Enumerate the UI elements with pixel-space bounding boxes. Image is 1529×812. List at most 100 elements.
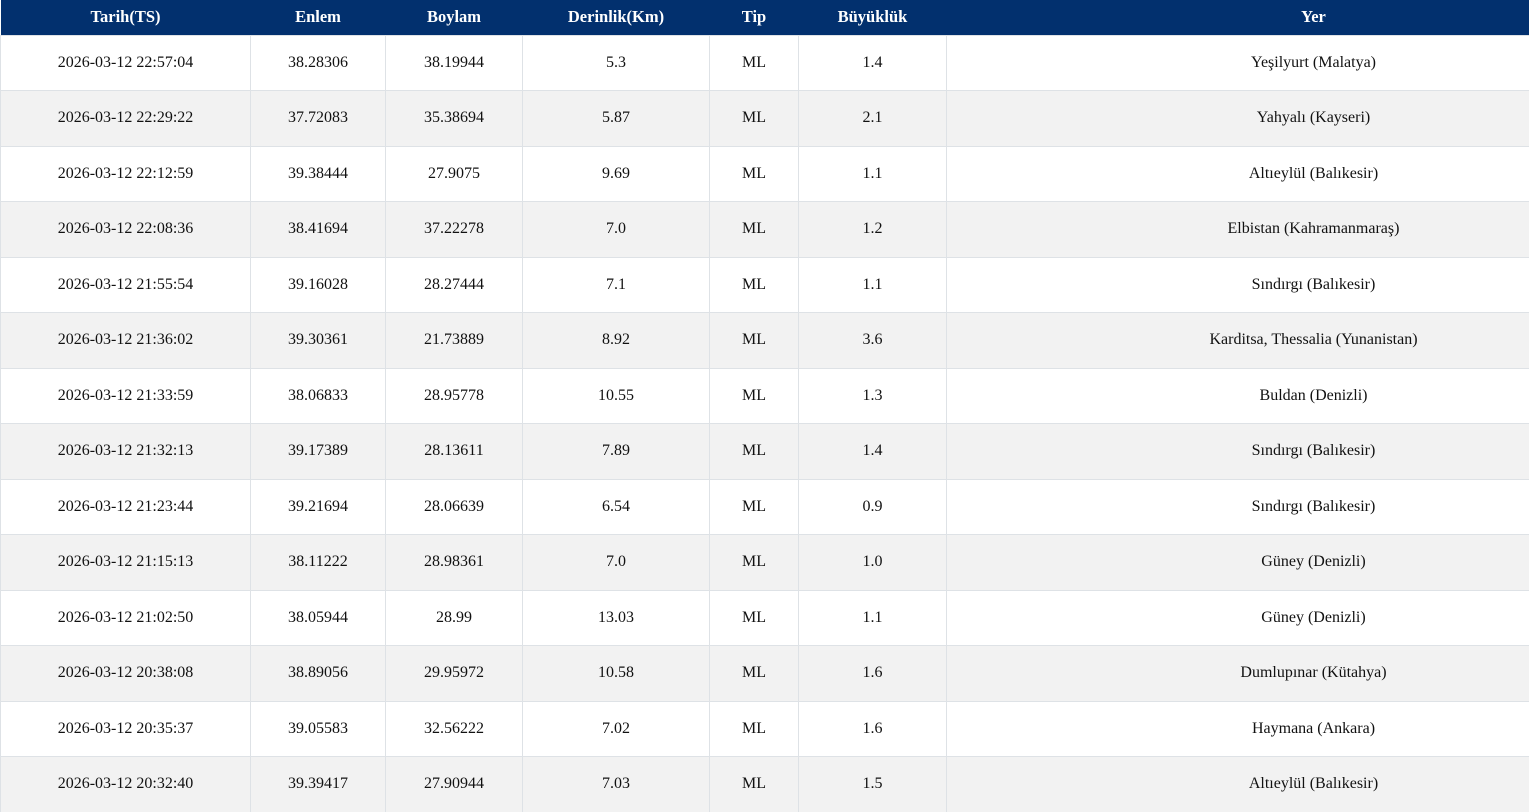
- table-row: 2026-03-12 21:33:59 38.06833 28.95778 10.55…: [0, 367, 1529, 424]
- cell-tip: ML: [709, 34, 799, 91]
- cell-tarih: 2026-03-12 22:08:36: [0, 201, 251, 258]
- table-row: 2026-03-12 21:32:13 39.17389 28.13611 7.89 M…: [0, 423, 1529, 480]
- cell-derinlik: 10.58: [522, 645, 710, 702]
- table-row: 2026-03-12 22:08:36 38.41694 37.22278 7.0 ML…: [0, 201, 1529, 258]
- cell-tarih: 2026-03-12 22:57:04: [0, 34, 251, 91]
- cell-buyukluk: 1.1: [798, 145, 947, 202]
- column-header-tip: Tip: [709, 0, 799, 35]
- cell-enlem: 38.28306: [250, 34, 386, 91]
- cell-tip: ML: [709, 256, 799, 313]
- cell-enlem: 38.41694: [250, 201, 386, 258]
- cell-tip: ML: [709, 589, 799, 646]
- cell-derinlik: 5.3: [522, 34, 710, 91]
- cell-enlem: 39.21694: [250, 478, 386, 535]
- cell-tip: ML: [709, 700, 799, 757]
- cell-buyukluk: 0.9: [798, 478, 947, 535]
- cell-derinlik: 9.69: [522, 145, 710, 202]
- cell-buyukluk: 1.6: [798, 645, 947, 702]
- cell-tarih: 2026-03-12 22:12:59: [0, 145, 251, 202]
- table-row: 2026-03-12 20:38:08 38.89056 29.95972 10.58…: [0, 645, 1529, 702]
- cell-buyukluk: 1.6: [798, 700, 947, 757]
- table-row: 2026-03-12 21:02:50 38.05944 28.99 13.03 ML 1…: [0, 589, 1529, 646]
- cell-yer: Sındırgı (Balıkesir): [946, 423, 1529, 480]
- cell-yer: Altıeylül (Balıkesir): [946, 756, 1529, 812]
- cell-buyukluk: 2.1: [798, 90, 947, 147]
- cell-buyukluk: 1.3: [798, 367, 947, 424]
- table-row: 2026-03-12 22:12:59 39.38444 27.9075 9.69 ML…: [0, 145, 1529, 202]
- cell-enlem: 38.89056: [250, 645, 386, 702]
- cell-yer: Yeşilyurt (Malatya): [946, 34, 1529, 91]
- cell-boylam: 28.06639: [385, 478, 523, 535]
- cell-yer: Güney (Denizli): [946, 589, 1529, 646]
- cell-boylam: 35.38694: [385, 90, 523, 147]
- cell-tarih: 2026-03-12 20:38:08: [0, 645, 251, 702]
- cell-boylam: 28.95778: [385, 367, 523, 424]
- table-row: 2026-03-12 21:23:44 39.21694 28.06639 6.54 M…: [0, 478, 1529, 535]
- cell-boylam: 32.56222: [385, 700, 523, 757]
- column-header-buyukluk: Büyüklük: [798, 0, 947, 35]
- cell-buyukluk: 1.0: [798, 534, 947, 591]
- cell-enlem: 39.17389: [250, 423, 386, 480]
- cell-enlem: 37.72083: [250, 90, 386, 147]
- cell-derinlik: 5.87: [522, 90, 710, 147]
- cell-yer: Dumlupınar (Kütahya): [946, 645, 1529, 702]
- cell-enlem: 38.06833: [250, 367, 386, 424]
- cell-tip: ML: [709, 367, 799, 424]
- cell-enlem: 39.38444: [250, 145, 386, 202]
- cell-tarih: 2026-03-12 20:35:37: [0, 700, 251, 757]
- cell-yer: Haymana (Ankara): [946, 700, 1529, 757]
- cell-boylam: 28.13611: [385, 423, 523, 480]
- table-row: 2026-03-12 21:55:54 39.16028 28.27444 7.1 ML…: [0, 256, 1529, 313]
- cell-buyukluk: 3.6: [798, 312, 947, 369]
- column-header-boylam: Boylam: [385, 0, 523, 35]
- cell-yer: Buldan (Denizli): [946, 367, 1529, 424]
- cell-derinlik: 6.54: [522, 478, 710, 535]
- cell-enlem: 38.05944: [250, 589, 386, 646]
- cell-boylam: 37.22278: [385, 201, 523, 258]
- earthquake-table-body: 2026-03-12 22:57:04 38.28306 38.19944 5.3 ML…: [0, 34, 1529, 812]
- cell-derinlik: 8.92: [522, 312, 710, 369]
- table-row: 2026-03-12 20:35:37 39.05583 32.56222 7.02 M…: [0, 700, 1529, 757]
- cell-yer: Altıeylül (Balıkesir): [946, 145, 1529, 202]
- table-row: 2026-03-12 21:36:02 39.30361 21.73889 8.92 M…: [0, 312, 1529, 369]
- cell-derinlik: 7.0: [522, 534, 710, 591]
- cell-boylam: 28.27444: [385, 256, 523, 313]
- cell-tip: ML: [709, 478, 799, 535]
- cell-tarih: 2026-03-12 21:55:54: [0, 256, 251, 313]
- cell-enlem: 39.16028: [250, 256, 386, 313]
- cell-derinlik: 7.1: [522, 256, 710, 313]
- cell-tarih: 2026-03-12 21:02:50: [0, 589, 251, 646]
- cell-enlem: 39.30361: [250, 312, 386, 369]
- cell-boylam: 28.98361: [385, 534, 523, 591]
- cell-tarih: 2026-03-12 21:23:44: [0, 478, 251, 535]
- cell-derinlik: 10.55: [522, 367, 710, 424]
- cell-enlem: 39.05583: [250, 700, 386, 757]
- column-header-enlem: Enlem: [250, 0, 386, 35]
- cell-derinlik: 7.02: [522, 700, 710, 757]
- cell-buyukluk: 1.1: [798, 256, 947, 313]
- cell-yer: Sındırgı (Balıkesir): [946, 478, 1529, 535]
- cell-derinlik: 7.03: [522, 756, 710, 812]
- cell-tip: ML: [709, 534, 799, 591]
- column-header-yer: Yer: [946, 0, 1529, 35]
- cell-enlem: 38.11222: [250, 534, 386, 591]
- cell-yer: Elbistan (Kahramanmaraş): [946, 201, 1529, 258]
- cell-yer: Sındırgı (Balıkesir): [946, 256, 1529, 313]
- cell-tarih: 2026-03-12 20:32:40: [0, 756, 251, 812]
- cell-boylam: 29.95972: [385, 645, 523, 702]
- table-row: 2026-03-12 22:29:22 37.72083 35.38694 5.87 M…: [0, 90, 1529, 147]
- cell-buyukluk: 1.1: [798, 589, 947, 646]
- cell-buyukluk: 1.2: [798, 201, 947, 258]
- table-row: 2026-03-12 21:15:13 38.11222 28.98361 7.0 ML…: [0, 534, 1529, 591]
- earthquake-table-head: Tarih(TS) Enlem Boylam Derinlik(Km) Tip Büyük…: [0, 0, 1529, 35]
- cell-boylam: 28.99: [385, 589, 523, 646]
- cell-tarih: 2026-03-12 21:32:13: [0, 423, 251, 480]
- cell-tarih: 2026-03-12 21:36:02: [0, 312, 251, 369]
- cell-tip: ML: [709, 423, 799, 480]
- cell-boylam: 27.90944: [385, 756, 523, 812]
- cell-boylam: 21.73889: [385, 312, 523, 369]
- cell-buyukluk: 1.4: [798, 34, 947, 91]
- column-header-derinlik: Derinlik(Km): [522, 0, 710, 35]
